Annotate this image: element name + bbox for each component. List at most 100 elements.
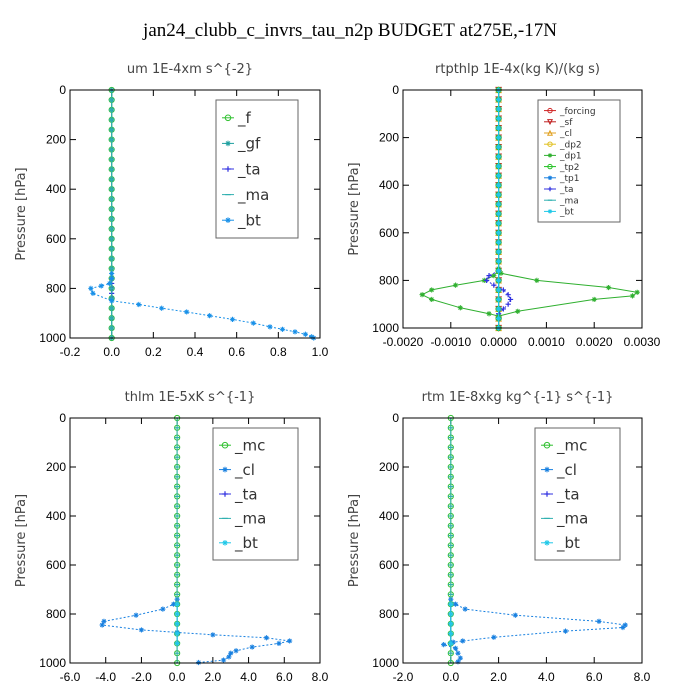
x-tick-label: -2.0	[393, 670, 414, 684]
data-point	[99, 622, 105, 628]
data-point	[491, 634, 497, 640]
y-tick-label: 200	[379, 460, 399, 474]
legend-marker	[224, 114, 232, 122]
data-point	[249, 644, 255, 650]
y-tick-label: 800	[379, 273, 399, 287]
chart-panel: rtpthlp 1E-4x(kg K)/(kg s) Pressure [hPa]…	[347, 62, 661, 349]
y-tick-label: 1000	[372, 656, 399, 670]
legend-marker	[222, 491, 228, 497]
legend-label: _gf	[237, 135, 261, 154]
legend-marker	[547, 107, 553, 114]
data-point	[229, 316, 236, 322]
legend-marker	[547, 163, 553, 170]
legend-label: _dp1	[559, 152, 582, 162]
panel-title: thlm 1E-5xK s^{-1}	[125, 390, 256, 405]
data-point	[90, 290, 96, 296]
x-tick-label: 0.0	[169, 670, 186, 684]
y-tick-label: 200	[46, 460, 66, 474]
y-axis-label: Pressure [hPa]	[14, 167, 29, 260]
x-tick-label: -6.0	[60, 670, 81, 684]
data-point	[109, 298, 115, 304]
y-axis-label: Pressure [hPa]	[347, 494, 362, 587]
legend-marker	[544, 540, 550, 546]
y-tick-label: 600	[379, 558, 399, 572]
data-point	[515, 308, 521, 314]
legend: _forcing_sf_cl_dp2 _dp1_tp2_tp1_ta_ma _bt	[537, 99, 621, 223]
x-tick-label: 0.0	[103, 345, 120, 359]
data-point	[496, 154, 502, 160]
data-point	[496, 211, 502, 217]
y-tick-label: 1000	[372, 321, 399, 335]
x-tick-label: -0.0010	[430, 335, 471, 349]
data-point	[505, 301, 511, 307]
data-point	[136, 301, 142, 308]
x-tick-label: 4.0	[538, 670, 555, 684]
legend-label: _cl	[234, 461, 255, 480]
chart-panel: thlm 1E-5xK s^{-1} Pressure [hPa] -6.0 -4.0…	[14, 390, 329, 684]
data-point	[498, 270, 504, 276]
x-tick-label: 0.0030	[624, 335, 661, 349]
series-line	[101, 599, 290, 663]
legend-marker	[225, 217, 231, 223]
data-point	[496, 96, 502, 103]
y-tick-label: 800	[46, 607, 66, 621]
legend-label: _sf	[559, 118, 573, 128]
data-point	[287, 638, 293, 644]
legend-marker	[547, 153, 553, 158]
chart-panel: um 1E-4xm s^{-2} Pressure [hPa] -0.2 0.0 0.2…	[14, 62, 329, 359]
plot-frame	[69, 89, 321, 339]
data-point	[106, 280, 113, 287]
data-point	[174, 631, 180, 637]
panel-title: rtpthlp 1E-4x(kg K)/(kg s)	[435, 62, 600, 77]
data-point	[496, 144, 502, 150]
legend-label: _bt	[559, 208, 574, 218]
data-point	[496, 220, 502, 226]
y-tick-label: 0	[59, 83, 66, 97]
data-point	[174, 621, 180, 627]
y-axis-label: Pressure [hPa]	[347, 162, 362, 255]
y-tick-label: 0	[392, 411, 399, 425]
y-tick-label: 200	[379, 131, 399, 145]
data-point	[496, 135, 502, 141]
legend-label: _bt	[556, 534, 580, 553]
data-point	[496, 192, 502, 198]
data-point	[496, 173, 502, 179]
data-point	[88, 285, 94, 291]
data-point	[250, 320, 256, 326]
data-point	[512, 612, 518, 618]
legend-marker	[546, 129, 554, 136]
series-line	[420, 268, 639, 317]
y-tick-label: 1000	[39, 331, 66, 345]
legend: _mc _cl _ta _ma _bt	[534, 427, 621, 561]
data-point	[605, 284, 612, 291]
legend-label: _ma	[559, 196, 579, 206]
data-point	[491, 273, 497, 279]
legend-marker	[225, 140, 231, 147]
panel-title: rtm 1E-8xkg kg^{-1} s^{-1}	[422, 390, 614, 405]
panel-title: um 1E-4xm s^{-2}	[127, 62, 253, 77]
legend-marker	[544, 491, 550, 497]
data-point	[292, 329, 298, 335]
data-point	[496, 163, 502, 169]
data-point	[505, 292, 511, 298]
y-tick-label: 600	[46, 232, 66, 246]
data-point	[496, 287, 502, 293]
data-point	[109, 275, 115, 282]
legend-label: _tp1	[559, 174, 579, 184]
data-point	[174, 611, 180, 617]
data-point	[596, 618, 602, 624]
data-point	[98, 283, 104, 289]
x-tick-label: 0.6	[228, 345, 245, 359]
data-point	[276, 640, 282, 646]
y-tick-label: 200	[46, 133, 66, 147]
x-tick-label: 6.0	[586, 670, 603, 684]
legend-label: _ta	[237, 160, 261, 179]
legend-label: _ma	[556, 510, 588, 529]
y-tick-label: 800	[379, 607, 399, 621]
legend-label: _cl	[559, 129, 572, 139]
data-point	[170, 601, 177, 607]
x-tick-label: 8.0	[634, 670, 651, 684]
data-point	[226, 654, 232, 660]
data-point	[101, 618, 107, 624]
